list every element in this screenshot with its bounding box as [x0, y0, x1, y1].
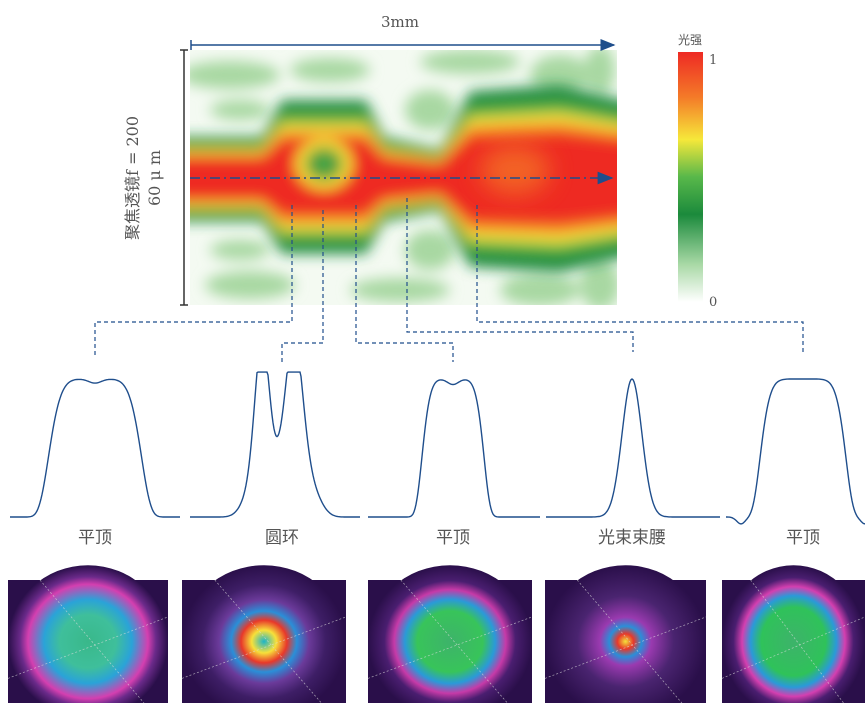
- beam-spot: [722, 565, 865, 703]
- profile-label: 平顶: [78, 528, 112, 548]
- intensity-profile: [10, 378, 180, 518]
- wisp: [585, 50, 615, 95]
- wisp: [290, 58, 370, 82]
- connectors: [94, 198, 804, 362]
- crosshair: [576, 579, 683, 703]
- colorbar: [678, 52, 703, 302]
- profile-label: 平顶: [436, 528, 470, 548]
- colorbar-min: 0: [709, 295, 717, 310]
- profile-label: 光束束腰: [598, 528, 666, 548]
- lens-sublabel: 60 μ m: [145, 150, 164, 206]
- wisp: [190, 61, 280, 89]
- beam-images: [7, 565, 865, 703]
- wisp: [210, 100, 270, 120]
- intensity-profile: [726, 378, 865, 525]
- crosshair: [544, 616, 707, 679]
- intensity-profile: [546, 378, 720, 518]
- profile-label: 圆环: [265, 528, 299, 548]
- profiles: 平顶 圆环 平顶 光束束腰 平顶: [10, 371, 865, 548]
- crosshair: [367, 616, 533, 679]
- intensity-profile: [190, 371, 360, 518]
- profile-label: 平顶: [786, 528, 820, 548]
- crosshair: [214, 579, 322, 703]
- colorbar-title: 光强: [678, 33, 702, 47]
- crosshair: [39, 579, 145, 703]
- wisp: [500, 274, 580, 305]
- lens-label: 聚焦透镜f = 200: [123, 116, 142, 240]
- wisp: [350, 278, 450, 302]
- wisp: [405, 230, 455, 270]
- crosshair: [7, 616, 169, 679]
- intensity-map: [190, 50, 617, 305]
- wisp: [530, 55, 590, 95]
- wisp: [405, 90, 455, 130]
- colorbar-max: 1: [709, 53, 717, 68]
- wisp: [580, 260, 617, 305]
- scale-label: 3mm: [381, 13, 419, 31]
- crosshair: [721, 616, 865, 679]
- wisps: [190, 50, 617, 305]
- crosshair: [750, 579, 844, 703]
- wisp: [205, 271, 295, 299]
- ring: [316, 157, 332, 171]
- wisp: [420, 50, 520, 74]
- beam-spot: [545, 565, 706, 703]
- beam-spot: [368, 565, 532, 703]
- intensity-profile: [368, 379, 540, 518]
- wisp: [210, 240, 270, 260]
- beam-spot: [8, 565, 168, 703]
- crosshair: [400, 579, 508, 703]
- hot: [480, 145, 550, 195]
- beam-spot: [182, 565, 346, 703]
- crosshair: [181, 616, 347, 679]
